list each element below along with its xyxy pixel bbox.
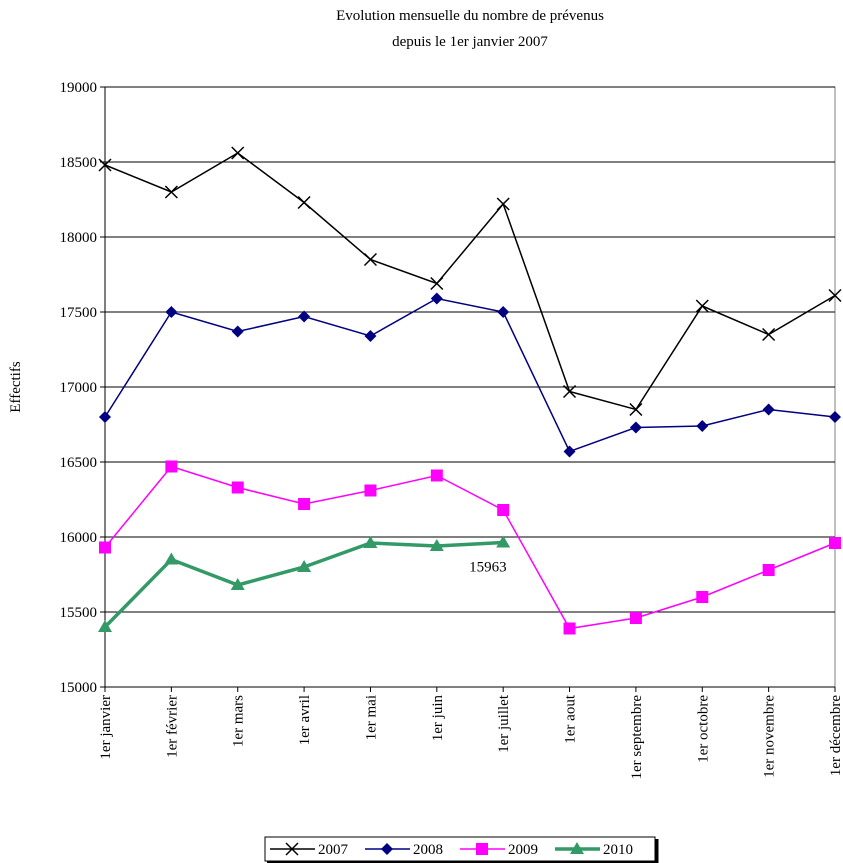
data-point xyxy=(98,620,112,632)
data-point xyxy=(762,327,776,342)
x-tick-label: 1er mars xyxy=(231,695,247,747)
data-point xyxy=(99,411,111,423)
data-point xyxy=(363,252,377,267)
y-tick-label: 16500 xyxy=(60,455,98,471)
x-tick-label: 1er novembre xyxy=(762,695,778,778)
data-point xyxy=(695,299,709,313)
data-point xyxy=(563,384,577,399)
data-point xyxy=(364,484,377,497)
data-point xyxy=(829,411,841,423)
data-point xyxy=(829,537,841,549)
y-tick-label: 16000 xyxy=(60,530,98,546)
data-point xyxy=(497,504,510,516)
data-point xyxy=(496,535,511,548)
data-point xyxy=(298,498,311,510)
data-point xyxy=(496,197,510,211)
data-point xyxy=(99,541,111,554)
chart-title: Evolution mensuelle du nombre de prévenu… xyxy=(336,8,604,24)
data-point xyxy=(297,560,312,572)
series-line xyxy=(104,465,836,630)
y-tick-label: 19000 xyxy=(60,80,98,96)
data-point xyxy=(429,539,444,551)
legend-label: 2010 xyxy=(603,842,633,858)
y-tick-label: 17500 xyxy=(60,305,98,321)
data-point xyxy=(430,276,444,291)
data-point xyxy=(363,536,378,548)
data-point xyxy=(828,288,842,303)
data-point xyxy=(231,325,244,338)
data-point xyxy=(231,146,245,160)
data-point xyxy=(164,185,178,199)
data-point xyxy=(629,612,642,624)
y-tick-label: 18000 xyxy=(60,230,98,246)
series-line xyxy=(104,297,836,453)
x-tick-label: 1er avril xyxy=(297,695,313,745)
data-point xyxy=(164,552,179,565)
legend-marker xyxy=(285,842,299,856)
data-point xyxy=(762,564,775,576)
data-point xyxy=(762,403,775,416)
x-tick-label: 1er aout xyxy=(563,694,579,744)
x-tick-label: 1er juillet xyxy=(496,694,512,753)
x-tick-label: 1er février xyxy=(164,695,180,758)
data-point xyxy=(165,306,178,318)
legend-marker xyxy=(570,842,584,854)
data-point xyxy=(696,420,709,432)
legend-label: 2007 xyxy=(318,842,349,858)
x-tick-label: 1er décembre xyxy=(828,695,843,777)
data-point xyxy=(98,158,112,172)
x-tick-label: 1er mai xyxy=(363,695,379,740)
y-tick-label: 18500 xyxy=(60,155,98,171)
y-tick-label: 17000 xyxy=(60,380,98,396)
data-point xyxy=(696,591,709,603)
data-point xyxy=(430,469,443,482)
y-axis-label: Effectifs xyxy=(8,361,24,413)
x-tick-label: 1er juin xyxy=(430,695,446,742)
legend-marker xyxy=(476,843,488,855)
data-point xyxy=(231,481,244,494)
legend-label: 2009 xyxy=(508,842,538,858)
legend-label: 2008 xyxy=(413,842,443,858)
data-label: 15963 xyxy=(469,560,507,576)
x-tick-label: 1er octobre xyxy=(695,695,711,763)
data-point xyxy=(430,292,443,305)
data-point xyxy=(629,402,643,417)
legend-marker xyxy=(381,843,393,855)
data-point xyxy=(563,622,576,635)
legend: 2007 2008 2009 2010 xyxy=(264,836,659,863)
y-tick-label: 15500 xyxy=(60,605,98,621)
y-tick-label: 15000 xyxy=(60,680,98,696)
data-point xyxy=(497,306,510,318)
data-point xyxy=(297,195,311,210)
data-point xyxy=(563,445,576,458)
data-point xyxy=(629,421,642,434)
x-tick-label: 1er septembre xyxy=(629,695,645,780)
data-point xyxy=(298,310,311,323)
data-point xyxy=(230,578,245,590)
chart-subtitle: depuis le 1er janvier 2007 xyxy=(392,34,548,50)
series-line xyxy=(104,152,836,411)
x-tick-label: 1er janvier xyxy=(98,695,114,760)
data-point xyxy=(165,460,178,473)
data-point xyxy=(364,330,377,342)
legend-shadow xyxy=(267,839,659,863)
